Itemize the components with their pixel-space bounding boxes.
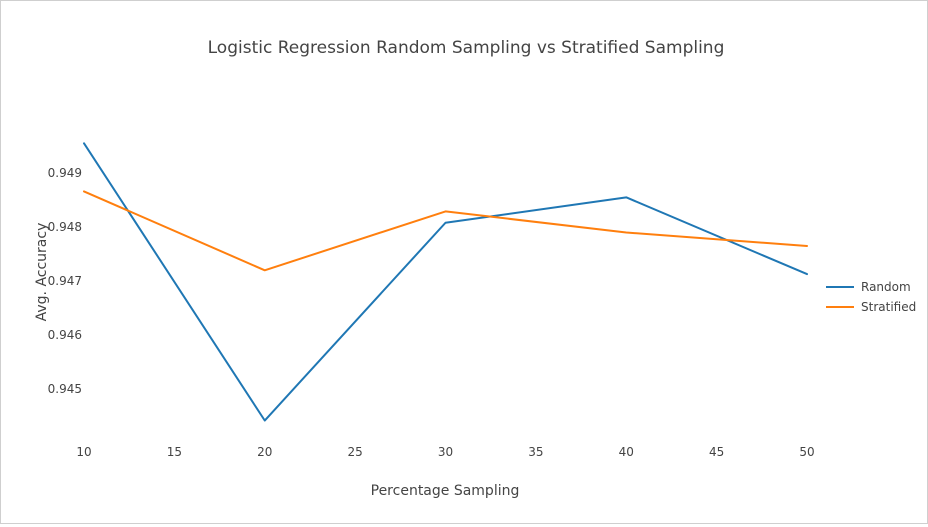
x-tick-label: 40 bbox=[619, 445, 634, 459]
series-line-random bbox=[83, 142, 808, 422]
series-line-stratified bbox=[83, 190, 808, 272]
x-tick-label: 35 bbox=[528, 445, 543, 459]
x-tick-label: 15 bbox=[167, 445, 182, 459]
y-tick-label: 0.948 bbox=[48, 220, 82, 234]
x-tick-label: 25 bbox=[347, 445, 362, 459]
x-axis-ticks: 10 15 20 25 30 35 40 45 50 bbox=[76, 445, 814, 459]
y-axis-title: Avg. Accuracy bbox=[34, 223, 50, 322]
legend-item-random[interactable]: Random bbox=[826, 280, 911, 294]
legend: Random Stratified bbox=[826, 280, 916, 314]
x-tick-label: 30 bbox=[438, 445, 453, 459]
chart-title: Logistic Regression Random Sampling vs S… bbox=[208, 38, 725, 58]
series-lines bbox=[83, 142, 808, 422]
x-tick-label: 20 bbox=[257, 445, 272, 459]
y-tick-label: 0.945 bbox=[48, 382, 82, 396]
y-tick-label: 0.949 bbox=[48, 166, 82, 180]
y-axis-ticks: 0.945 0.946 0.947 0.948 0.949 bbox=[48, 166, 82, 396]
x-tick-label: 10 bbox=[76, 445, 91, 459]
legend-label: Random bbox=[861, 280, 911, 294]
x-axis-title: Percentage Sampling bbox=[371, 483, 520, 499]
x-tick-label: 50 bbox=[799, 445, 814, 459]
y-tick-label: 0.946 bbox=[48, 328, 82, 342]
legend-label: Stratified bbox=[861, 300, 916, 314]
legend-item-stratified[interactable]: Stratified bbox=[826, 300, 916, 314]
y-tick-label: 0.947 bbox=[48, 274, 82, 288]
x-tick-label: 45 bbox=[709, 445, 724, 459]
